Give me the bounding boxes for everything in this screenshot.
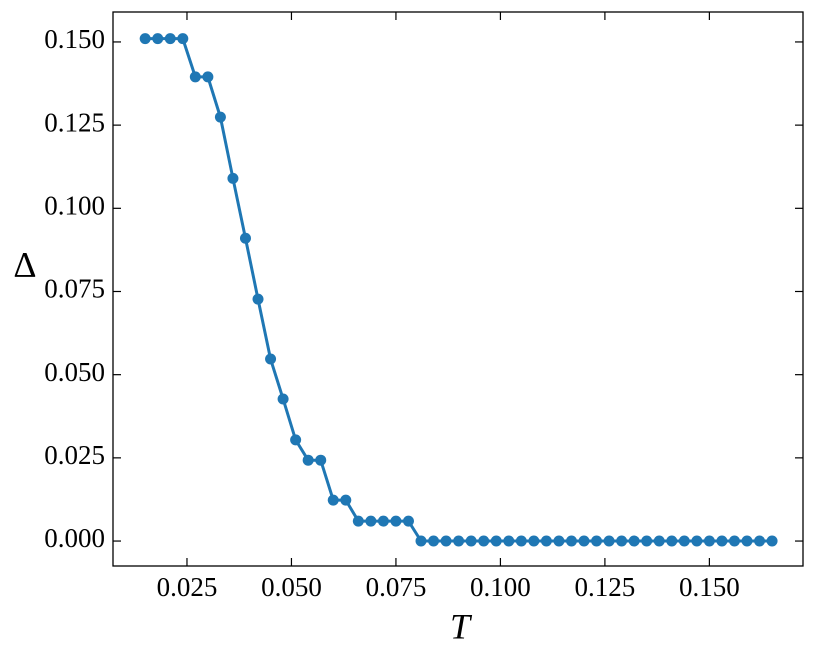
data-point <box>139 33 151 45</box>
data-point <box>428 535 440 547</box>
data-point <box>653 535 665 547</box>
data-point <box>340 494 352 506</box>
data-point <box>152 33 164 45</box>
data-point <box>214 111 226 123</box>
data-point <box>666 535 678 547</box>
data-point <box>641 535 653 547</box>
x-tick-label: 0.100 <box>470 572 531 602</box>
data-point <box>302 454 314 466</box>
data-point <box>678 535 690 547</box>
data-point <box>478 535 490 547</box>
data-point <box>603 535 615 547</box>
x-axis-label: T <box>450 606 473 646</box>
data-point <box>766 535 778 547</box>
data-point <box>290 434 302 446</box>
x-tick-label: 0.050 <box>261 572 322 602</box>
plot-frame <box>112 11 804 567</box>
data-point <box>515 535 527 547</box>
data-point <box>628 535 640 547</box>
data-point <box>565 535 577 547</box>
data-point <box>202 71 214 83</box>
y-axis-label: Δ <box>13 244 36 284</box>
y-tick-label: 0.100 <box>44 191 105 221</box>
data-point <box>691 535 703 547</box>
data-point <box>578 535 590 547</box>
data-point <box>490 535 502 547</box>
data-point <box>741 535 753 547</box>
data-point <box>415 535 427 547</box>
series-line <box>145 37 773 543</box>
x-tick-label: 0.025 <box>157 572 218 602</box>
y-tick-label: 0.150 <box>44 24 105 54</box>
x-tick-label: 0.075 <box>366 572 427 602</box>
data-point <box>440 535 452 547</box>
data-point <box>503 535 515 547</box>
data-point <box>164 33 176 45</box>
data-point <box>528 535 540 547</box>
y-tick-label: 0.025 <box>44 440 105 470</box>
y-tick-label: 0.000 <box>44 523 105 553</box>
data-point <box>754 535 766 547</box>
data-point <box>616 535 628 547</box>
data-point <box>465 535 477 547</box>
data-point <box>365 515 377 527</box>
y-tick-label: 0.075 <box>44 274 105 304</box>
data-point <box>315 454 327 466</box>
data-point <box>390 515 402 527</box>
x-tick-label: 0.150 <box>679 572 740 602</box>
data-point <box>453 535 465 547</box>
data-point <box>377 515 389 527</box>
y-tick-label: 0.125 <box>44 107 105 137</box>
data-point <box>277 393 289 405</box>
data-point <box>327 494 339 506</box>
y-tick-label: 0.050 <box>44 357 105 387</box>
data-point <box>265 353 277 365</box>
x-tick-label: 0.125 <box>575 572 636 602</box>
data-point <box>716 535 728 547</box>
data-point <box>591 535 603 547</box>
data-point <box>402 515 414 527</box>
data-point <box>177 33 189 45</box>
data-point <box>189 71 201 83</box>
data-point <box>553 535 565 547</box>
data-point <box>252 293 264 305</box>
data-point <box>703 535 715 547</box>
data-point <box>352 515 364 527</box>
data-point <box>239 232 251 244</box>
data-point <box>227 172 239 184</box>
data-point <box>728 535 740 547</box>
data-point <box>540 535 552 547</box>
